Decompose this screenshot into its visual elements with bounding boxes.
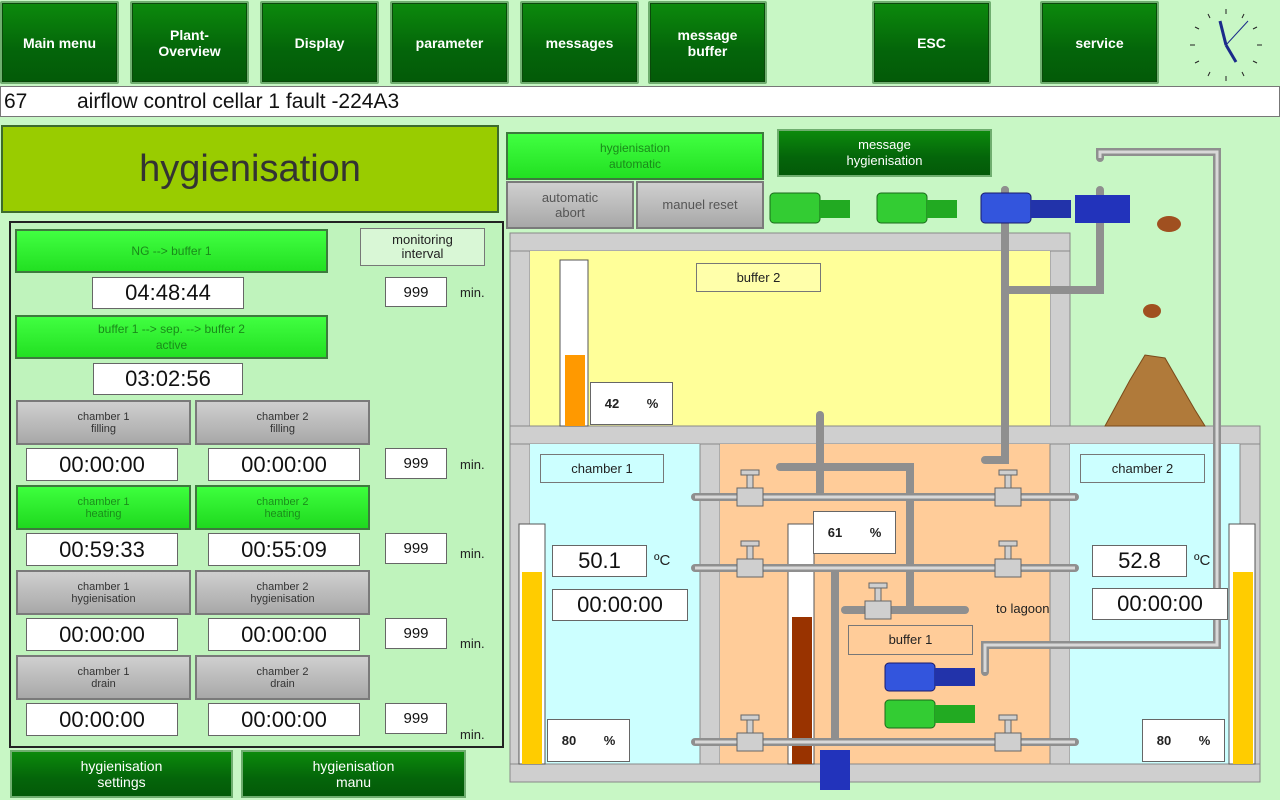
monitoring-interval-label: monitoring interval [360, 228, 485, 266]
chamber1-drain-button[interactable]: chamber 1 drain [16, 655, 191, 700]
messages-button[interactable]: messages [520, 1, 639, 84]
separator-timer: 03:02:56 [93, 363, 243, 395]
main-menu-button[interactable]: Main menu [0, 1, 119, 84]
percent-sign: % [869, 525, 882, 540]
plant-overview-button[interactable]: Plant- Overview [130, 1, 249, 84]
percent-sign: % [603, 733, 616, 748]
percent-sign: % [646, 396, 659, 411]
chamber2-level: 80 % [1142, 719, 1225, 762]
chamber1-hygienisation-button[interactable]: chamber 1 hygienisation [16, 570, 191, 615]
hygienisation-automatic-button[interactable]: hygienisation automatic [506, 132, 764, 180]
to-lagoon-label: to lagoon [996, 601, 1050, 616]
chamber2-drain-timer: 00:00:00 [208, 703, 360, 736]
buffer1-label: buffer 1 [848, 625, 973, 655]
chamber2-label: chamber 2 [1080, 454, 1205, 483]
chamber1-filling-timer: 00:00:00 [26, 448, 178, 481]
chamber2-heating-timer: 00:55:09 [208, 533, 360, 566]
hygienisation-settings-button[interactable]: hygienisation settings [10, 750, 233, 798]
temp-unit: ºC [654, 552, 671, 569]
chamber2-hygienisation-timer: 00:00:00 [208, 618, 360, 651]
heating-interval-value[interactable]: 999 [385, 533, 447, 564]
chamber1-level: 80 % [547, 719, 630, 762]
message-hygienisation-button[interactable]: message hygienisation [777, 129, 992, 177]
unit-label: min. [460, 636, 485, 651]
unit-label: min. [460, 285, 485, 300]
ng-buffer1-button[interactable]: NG --> buffer 1 [15, 229, 328, 273]
chamber1-heating-button[interactable]: chamber 1 heating [16, 485, 191, 530]
chamber2-filling-button[interactable]: chamber 2 filling [195, 400, 370, 445]
filling-interval-value[interactable]: 999 [385, 448, 447, 479]
chamber2-time: 00:00:00 [1092, 588, 1228, 620]
chamber2-filling-timer: 00:00:00 [208, 448, 360, 481]
unit-label: min. [460, 546, 485, 561]
chamber1-drain-timer: 00:00:00 [26, 703, 178, 736]
chamber2-temperature: 52.8 [1092, 545, 1187, 577]
chamber1-heating-timer: 00:59:33 [26, 533, 178, 566]
message-text: airflow control cellar 1 fault -224A3 [77, 89, 400, 113]
buffer1-level: 61 % [813, 511, 896, 554]
drain-interval-value[interactable]: 999 [385, 703, 447, 734]
chamber1-hygienisation-timer: 00:00:00 [26, 618, 178, 651]
message-buffer-button[interactable]: message buffer [648, 1, 767, 84]
separator-button[interactable]: buffer 1 --> sep. --> buffer 2 active [15, 315, 328, 359]
chamber1-level-value: 80 [561, 733, 577, 748]
alarm-message-bar[interactable]: 67 airflow control cellar 1 fault -224A3 [0, 86, 1280, 117]
buffer2-label: buffer 2 [696, 263, 821, 292]
hygienisation-interval-value[interactable]: 999 [385, 618, 447, 649]
buffer1-level-value: 61 [827, 525, 843, 540]
chamber1-time: 00:00:00 [552, 589, 688, 621]
message-number: 67 [4, 89, 28, 113]
unit-label: min. [460, 727, 485, 742]
chamber2-heating-button[interactable]: chamber 2 heating [195, 485, 370, 530]
manuel-reset-button[interactable]: manuel reset [636, 181, 764, 229]
service-button[interactable]: service [1040, 1, 1159, 84]
buffer2-level: 42 % [590, 382, 673, 425]
chamber2-drain-button[interactable]: chamber 2 drain [195, 655, 370, 700]
monitoring-value[interactable]: 999 [385, 277, 447, 307]
chamber1-temperature: 50.1 [552, 545, 647, 577]
display-button[interactable]: Display [260, 1, 379, 84]
buffer2-level-value: 42 [604, 396, 620, 411]
chamber1-label: chamber 1 [540, 454, 664, 483]
clock-icon [1189, 8, 1263, 82]
chamber2-hygienisation-button[interactable]: chamber 2 hygienisation [195, 570, 370, 615]
page-title: hygienisation [1, 125, 499, 213]
esc-button[interactable]: ESC [872, 1, 991, 84]
unit-label: min. [460, 457, 485, 472]
automatic-abort-button[interactable]: automatic abort [506, 181, 634, 229]
chamber1-filling-button[interactable]: chamber 1 filling [16, 400, 191, 445]
parameter-button[interactable]: parameter [390, 1, 509, 84]
percent-sign: % [1198, 733, 1211, 748]
temp-unit: ºC [1194, 552, 1211, 569]
chamber2-level-value: 80 [1156, 733, 1172, 748]
ng-timer: 04:48:44 [92, 277, 244, 309]
hygienisation-manu-button[interactable]: hygienisation manu [241, 750, 466, 798]
